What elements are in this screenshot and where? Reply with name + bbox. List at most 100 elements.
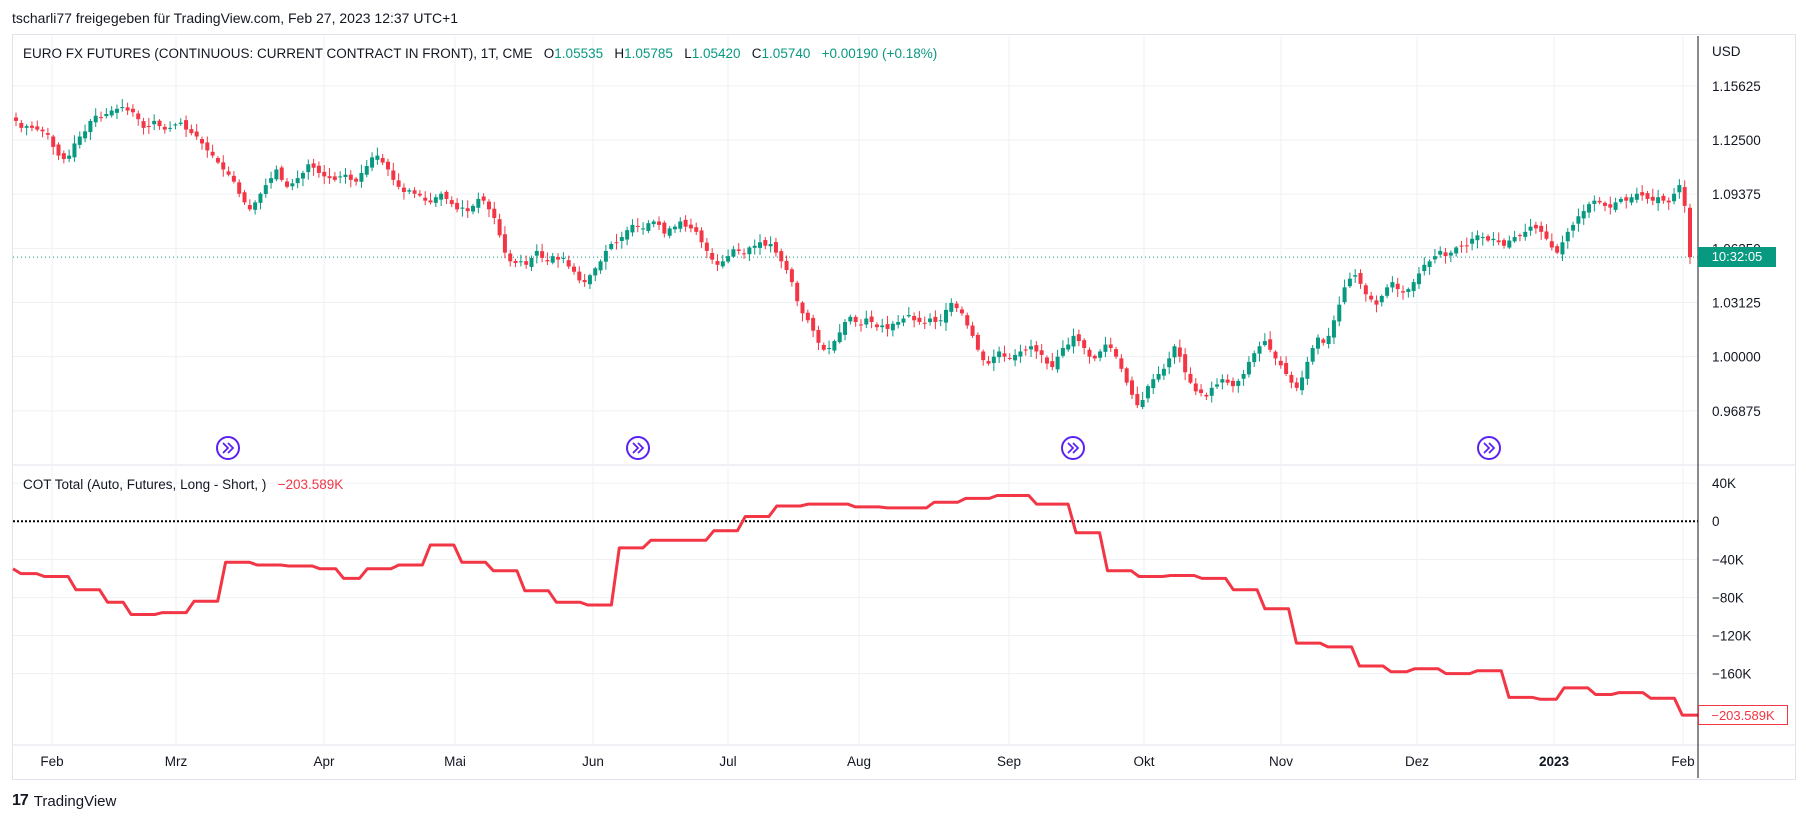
- candle: [1337, 296, 1342, 327]
- candle: [1289, 371, 1294, 389]
- candle-body: [83, 131, 88, 139]
- candle-body: [906, 315, 911, 317]
- candle-body: [1215, 384, 1220, 387]
- footer[interactable]: 17 TradingView: [12, 792, 116, 810]
- candle-body: [933, 316, 938, 322]
- candle: [726, 249, 731, 264]
- candle: [67, 149, 72, 163]
- candle-body: [1661, 195, 1666, 201]
- candle-body: [1262, 341, 1267, 346]
- candle-body: [157, 120, 162, 127]
- cot-legend[interactable]: COT Total (Auto, Futures, Long - Short, …: [23, 477, 343, 492]
- candle: [1581, 204, 1586, 225]
- candle-body: [1050, 361, 1055, 368]
- candle-body: [763, 240, 768, 246]
- candle-body: [572, 266, 576, 272]
- time-tick-label: Dez: [1405, 754, 1429, 769]
- candle-body: [338, 176, 343, 178]
- candle-body: [524, 261, 529, 265]
- candle-body: [545, 260, 550, 262]
- candle-body: [997, 351, 1002, 358]
- candle-body: [327, 176, 332, 179]
- candle: [1193, 378, 1198, 396]
- candle: [1379, 294, 1384, 307]
- candle-body: [1688, 207, 1692, 258]
- cot-last-value-badge: −203.589K: [1698, 705, 1788, 726]
- candle: [922, 316, 927, 329]
- candle-body: [651, 221, 656, 225]
- candle-body: [1454, 247, 1459, 254]
- candle-body: [614, 242, 619, 244]
- candle: [954, 301, 959, 313]
- time-tick-label: Okt: [1133, 754, 1154, 769]
- candle-body: [731, 249, 736, 257]
- candle: [1491, 232, 1496, 246]
- candle: [1597, 196, 1602, 205]
- candle-body: [827, 348, 832, 349]
- candle-body: [1438, 250, 1443, 255]
- candle-body: [1029, 346, 1034, 350]
- candle: [1257, 341, 1262, 362]
- candle: [1539, 221, 1544, 240]
- candle: [1661, 193, 1666, 204]
- candle: [1443, 248, 1448, 264]
- candle: [274, 165, 279, 182]
- candle-body: [354, 178, 359, 182]
- candle: [1220, 374, 1225, 390]
- time-tick-label: Sep: [997, 754, 1021, 769]
- candle-body: [1640, 192, 1645, 196]
- candle-body: [1268, 339, 1273, 350]
- candle: [933, 310, 938, 330]
- candle-body: [56, 144, 61, 156]
- chart-frame[interactable]: [12, 34, 1796, 780]
- candle-body: [1236, 380, 1241, 386]
- candle-body: [667, 228, 672, 236]
- candle-body: [1087, 349, 1092, 357]
- candle-body: [1486, 236, 1491, 241]
- candle: [843, 319, 848, 341]
- candle: [1300, 370, 1305, 396]
- candle-body: [24, 126, 29, 128]
- candle: [1262, 333, 1267, 347]
- candle: [858, 319, 863, 332]
- candle: [1645, 190, 1650, 204]
- candle: [1688, 203, 1692, 265]
- candle: [465, 200, 470, 219]
- candle-body: [922, 322, 927, 324]
- candle: [965, 312, 970, 329]
- candle: [763, 237, 768, 250]
- candle: [173, 122, 178, 130]
- candle: [1533, 221, 1538, 234]
- candle-body: [19, 122, 24, 128]
- candle: [200, 136, 204, 150]
- candle: [40, 126, 45, 138]
- candle: [1422, 257, 1427, 276]
- candle-body: [587, 275, 592, 285]
- candle: [1007, 353, 1012, 361]
- candle: [917, 311, 922, 325]
- candle-body: [1257, 346, 1262, 354]
- candle-body: [1172, 346, 1177, 358]
- candle: [821, 342, 826, 352]
- candle-body: [641, 228, 646, 230]
- candle-body: [869, 316, 874, 322]
- candle-body: [917, 317, 922, 322]
- candle-body: [970, 325, 975, 336]
- candle: [1209, 381, 1214, 403]
- candle-body: [476, 198, 481, 208]
- candle-body: [114, 108, 119, 113]
- candle: [130, 104, 135, 117]
- candle-body: [1475, 235, 1480, 241]
- price-legend[interactable]: EURO FX FUTURES (CONTINUOUS: CURRENT CON…: [23, 46, 937, 61]
- time-tick-label: Jun: [582, 754, 604, 769]
- candle-body: [625, 230, 630, 240]
- candle: [1486, 234, 1491, 242]
- candle-body: [1390, 282, 1395, 288]
- candle-body: [938, 320, 943, 322]
- candle: [189, 124, 194, 136]
- candle-body: [417, 193, 422, 196]
- candle-body: [125, 107, 130, 111]
- candle-body: [35, 126, 40, 130]
- candle-body: [1401, 291, 1406, 293]
